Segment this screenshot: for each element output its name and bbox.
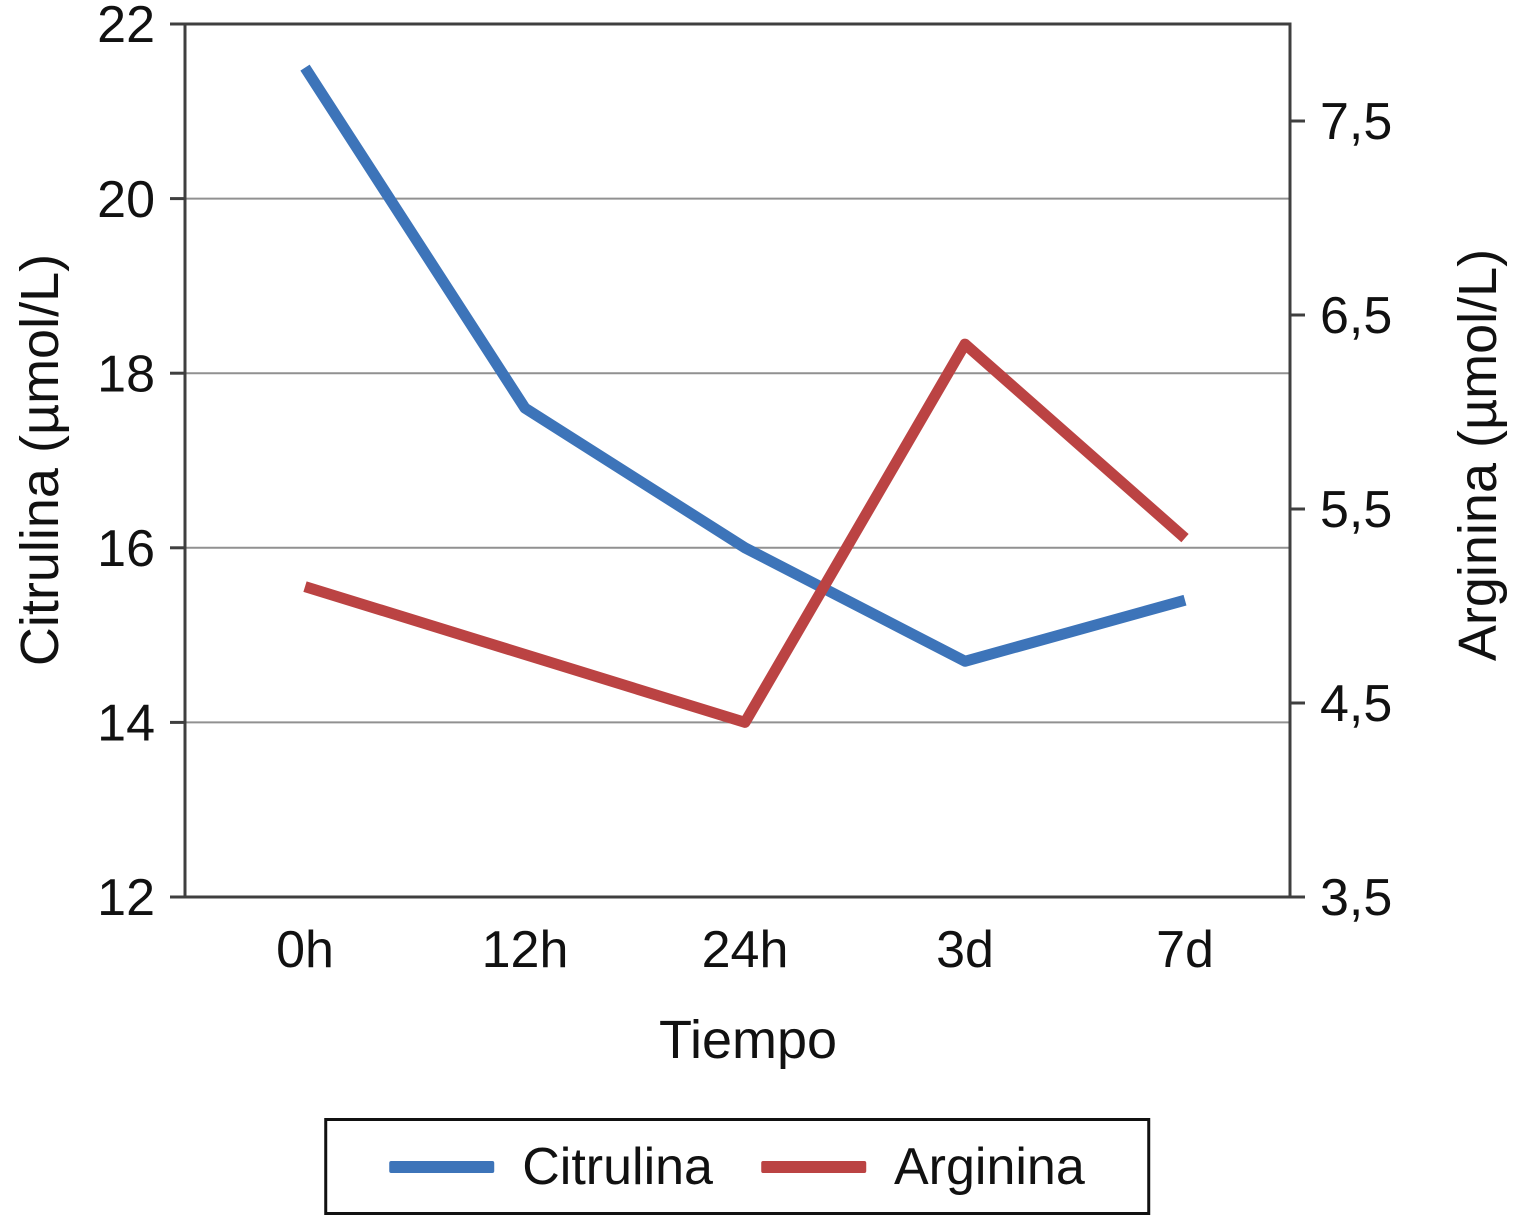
left-axis-tick-label: 16 <box>97 520 155 578</box>
x-axis-tick-label: 7d <box>1156 921 1214 979</box>
x-axis-tick-label: 12h <box>482 921 569 979</box>
right-axis-tick-label: 4,5 <box>1320 675 1392 733</box>
x-axis-title: Tiempo <box>658 1010 838 1070</box>
arginina-line-swatch <box>760 1160 866 1173</box>
y-axis-title-right: Arginina (µmol/L) <box>1448 248 1508 662</box>
x-axis-tick-label: 0h <box>276 921 334 979</box>
legend-item-arginina: Arginina <box>760 1137 1085 1197</box>
citrulina-line-swatch <box>389 1160 495 1173</box>
plot-border <box>183 22 1292 899</box>
x-axis-tick-label: 3d <box>936 921 994 979</box>
right-axis-tick-label: 5,5 <box>1320 481 1392 539</box>
left-axis-tick-label: 12 <box>97 869 155 927</box>
left-axis-tick-label: 22 <box>97 0 155 54</box>
left-axis-tick-label: 18 <box>97 345 155 403</box>
x-axis-tick-label: 24h <box>702 921 789 979</box>
y-axis-title-left: Citrulina (µmol/L) <box>10 253 70 667</box>
series-line-citrulina <box>300 64 1187 667</box>
legend-item-citrulina: Citrulina <box>389 1137 713 1197</box>
left-axis-tick-label: 20 <box>97 171 155 229</box>
series-line-arginina <box>303 338 1189 728</box>
right-axis-tick-label: 3,5 <box>1320 869 1392 927</box>
legend: Citrulina Arginina <box>324 1118 1150 1215</box>
legend-label-arginina: Arginina <box>893 1137 1085 1196</box>
right-axis-tick-label: 7,5 <box>1320 93 1392 151</box>
legend-label-citrulina: Citrulina <box>522 1137 713 1196</box>
left-axis-tick-label: 14 <box>97 695 155 753</box>
right-axis-tick-label: 6,5 <box>1320 287 1392 345</box>
